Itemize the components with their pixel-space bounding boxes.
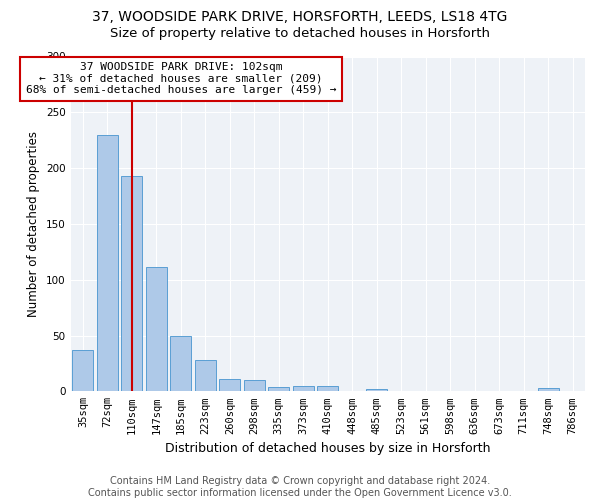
Text: Size of property relative to detached houses in Horsforth: Size of property relative to detached ho… <box>110 28 490 40</box>
Text: 37 WOODSIDE PARK DRIVE: 102sqm
← 31% of detached houses are smaller (209)
68% of: 37 WOODSIDE PARK DRIVE: 102sqm ← 31% of … <box>26 62 336 96</box>
Text: 37, WOODSIDE PARK DRIVE, HORSFORTH, LEEDS, LS18 4TG: 37, WOODSIDE PARK DRIVE, HORSFORTH, LEED… <box>92 10 508 24</box>
Bar <box>538 388 559 392</box>
Bar <box>244 380 265 392</box>
X-axis label: Distribution of detached houses by size in Horsforth: Distribution of detached houses by size … <box>165 442 491 455</box>
Bar <box>317 386 338 392</box>
Text: Contains HM Land Registry data © Crown copyright and database right 2024.
Contai: Contains HM Land Registry data © Crown c… <box>88 476 512 498</box>
Bar <box>268 387 289 392</box>
Bar <box>146 268 167 392</box>
Bar <box>73 350 93 392</box>
Bar <box>220 379 240 392</box>
Y-axis label: Number of detached properties: Number of detached properties <box>28 131 40 317</box>
Bar <box>195 360 216 392</box>
Bar <box>97 134 118 392</box>
Bar <box>367 389 387 392</box>
Bar <box>121 176 142 392</box>
Bar <box>170 336 191 392</box>
Bar <box>293 386 314 392</box>
